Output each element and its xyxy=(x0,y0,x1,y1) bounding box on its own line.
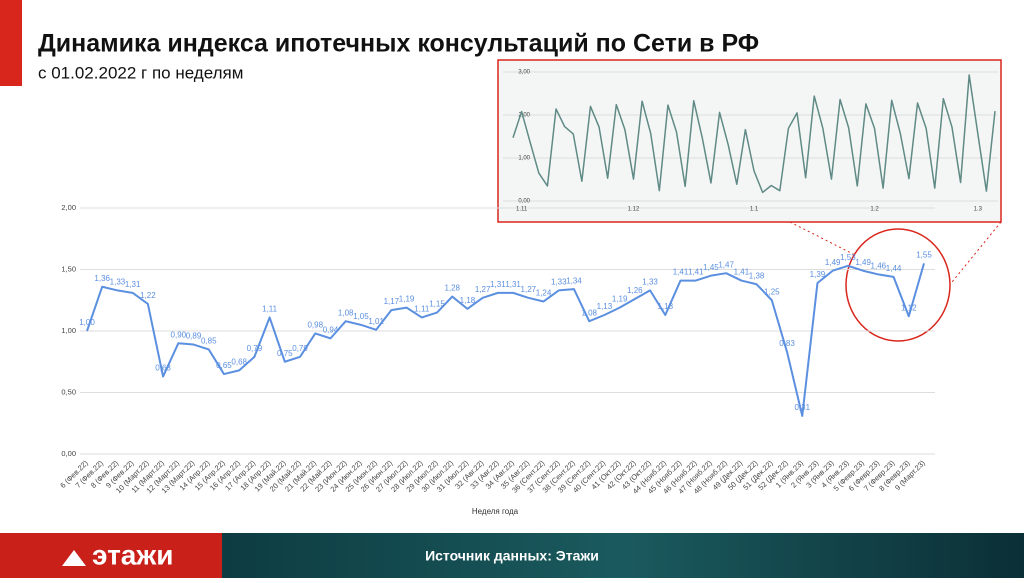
data-label: 1,47 xyxy=(718,260,734,269)
data-label: 1,38 xyxy=(749,271,765,280)
x-tick-label: 1.1 xyxy=(750,207,759,213)
data-label: 1,26 xyxy=(627,286,643,295)
y-tick-label: 3,00 xyxy=(518,70,530,76)
logo-icon xyxy=(62,550,86,566)
data-label: 1,41 xyxy=(688,268,704,277)
data-label: 1,11 xyxy=(414,305,430,314)
data-label: 1,27 xyxy=(475,285,491,294)
data-label: 0,89 xyxy=(186,332,202,341)
data-label: 1,39 xyxy=(810,270,826,279)
y-tick-label: 2,00 xyxy=(61,203,76,212)
data-label: 1,19 xyxy=(612,295,628,304)
data-label: 1,18 xyxy=(460,296,476,305)
y-tick-label: 0,50 xyxy=(61,387,76,396)
data-label: 0,79 xyxy=(247,344,263,353)
y-tick-label: 2,00 xyxy=(518,113,530,119)
data-label: 1,24 xyxy=(536,289,552,298)
data-label: 1,33 xyxy=(551,278,567,287)
data-label: 1,00 xyxy=(79,318,95,327)
data-label: 1,55 xyxy=(916,250,932,259)
data-label: 1,41 xyxy=(673,268,689,277)
y-tick-label: 1,50 xyxy=(61,264,76,273)
data-label: 1,33 xyxy=(642,278,658,287)
data-label: 1,46 xyxy=(871,262,887,271)
x-tick-label: 1.12 xyxy=(628,207,640,213)
data-label: 0,75 xyxy=(277,349,293,358)
data-label: 1,31 xyxy=(490,280,506,289)
data-label: 1,27 xyxy=(521,285,537,294)
y-tick-label: 1,00 xyxy=(518,156,530,162)
data-label: 1,49 xyxy=(825,258,841,267)
data-label: 1,53 xyxy=(840,253,856,262)
x-tick-label: 1.11 xyxy=(516,207,528,213)
data-label: 1,31 xyxy=(125,280,141,289)
connector xyxy=(951,221,1002,283)
data-label: 1,41 xyxy=(734,268,750,277)
data-label: 1,17 xyxy=(384,297,400,306)
data-label: 1,05 xyxy=(353,312,369,321)
footer-bg xyxy=(222,533,1024,578)
x-tick-label: 1.3 xyxy=(974,207,983,213)
x-axis-label: Неделя года xyxy=(472,507,519,516)
connector xyxy=(789,221,856,256)
data-label: 0,83 xyxy=(779,339,795,348)
y-tick-label: 1,00 xyxy=(61,326,76,335)
data-label: 0,94 xyxy=(323,325,339,334)
source: Источник данных: Этажи xyxy=(425,548,599,564)
data-label: 1,11 xyxy=(262,305,278,314)
data-label: 1,49 xyxy=(855,258,871,267)
data-label: 1,15 xyxy=(429,300,445,309)
data-label: 0,68 xyxy=(231,357,247,366)
data-label: 0,65 xyxy=(216,361,232,370)
y-tick-label: 0,00 xyxy=(61,449,76,458)
data-label: 1,34 xyxy=(566,276,582,285)
data-label: 1,13 xyxy=(658,302,674,311)
inset-frame xyxy=(497,59,1002,223)
highlight-circle xyxy=(845,228,951,342)
data-label: 1,08 xyxy=(338,308,354,317)
data-label: 1,33 xyxy=(110,278,126,287)
data-label: 1,13 xyxy=(597,302,613,311)
data-label: 1,25 xyxy=(764,287,780,296)
data-label: 0,63 xyxy=(155,364,171,373)
data-label: 0,85 xyxy=(201,337,217,346)
line xyxy=(86,263,925,417)
data-label: 0,79 xyxy=(292,344,308,353)
y-tick-label: 0,00 xyxy=(518,199,530,205)
data-label: 1,28 xyxy=(444,284,460,293)
title: Динамика индекса ипотечных консультаций … xyxy=(38,30,759,58)
data-label: 1,45 xyxy=(703,263,719,272)
data-label: 1,22 xyxy=(140,291,156,300)
data-label: 1,12 xyxy=(901,303,917,312)
x-tick-label: 1.2 xyxy=(870,207,879,213)
data-label: 1,44 xyxy=(886,264,902,273)
data-label: 1,01 xyxy=(368,317,384,326)
data-label: 1,08 xyxy=(581,308,597,317)
footer-logo-bg xyxy=(0,533,222,578)
line xyxy=(512,74,996,194)
data-label: 0,90 xyxy=(171,330,187,339)
data-label: 1,31 xyxy=(505,280,521,289)
logo: этажи xyxy=(92,539,173,570)
data-label: 0,31 xyxy=(794,403,810,412)
subtitle: с 01.02.2022 г по неделям xyxy=(38,63,243,82)
data-label: 1,19 xyxy=(399,295,415,304)
accent-bar xyxy=(0,0,22,86)
data-label: 1,36 xyxy=(94,274,110,283)
data-label: 0,98 xyxy=(307,321,323,330)
